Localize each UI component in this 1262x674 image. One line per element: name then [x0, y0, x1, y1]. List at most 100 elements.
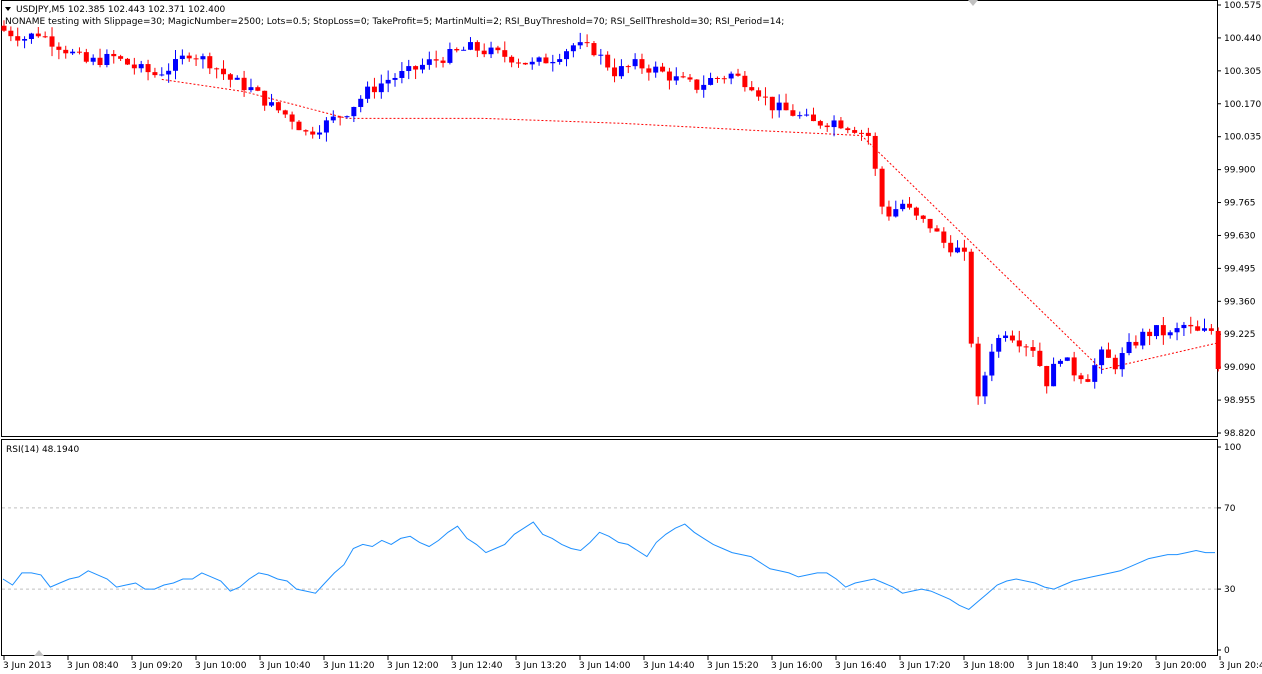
candle-body	[900, 203, 906, 210]
rsi-tick-label: 0	[1224, 646, 1230, 656]
price-tick-label: 99.630	[1224, 231, 1256, 241]
candle-body	[852, 130, 858, 133]
candle-body	[598, 54, 604, 56]
candle-body	[440, 60, 446, 63]
price-tick-label: 99.090	[1224, 363, 1256, 373]
candle-body	[200, 56, 206, 60]
candle-body	[447, 49, 453, 63]
scroll-marker-icon[interactable]	[34, 650, 44, 656]
candle-body	[269, 102, 275, 106]
time-tick-label: 3 Jun 09:20	[131, 661, 183, 671]
candle-body	[680, 76, 686, 78]
candle-body	[1105, 349, 1111, 358]
candle-body	[1202, 328, 1207, 331]
candle-body	[207, 56, 213, 69]
candle-body	[406, 66, 412, 72]
candle-body	[646, 68, 652, 73]
chart-shift-marker-icon[interactable]	[968, 0, 978, 6]
candle-body	[756, 90, 762, 97]
candle-body	[941, 231, 947, 243]
time-tick-label: 3 Jun 20:00	[1155, 661, 1207, 671]
time-tick-label: 3 Jun 2013	[3, 661, 51, 671]
candle-body	[104, 53, 110, 65]
candle-body	[15, 36, 21, 41]
candle-body	[488, 47, 494, 55]
candle-body	[769, 96, 775, 111]
candle-body	[701, 84, 707, 90]
candle-body	[639, 59, 645, 69]
candle-body	[989, 351, 995, 376]
candle-body	[399, 71, 405, 78]
candle-body	[241, 77, 247, 91]
candle-body	[1092, 365, 1098, 382]
candle-body	[214, 68, 220, 70]
time-axis: 3 Jun 2013 3 Jun 08:40 3 Jun 09:20 3 Jun 10…	[3, 656, 1262, 671]
candle-body	[467, 42, 473, 50]
time-tick-label: 3 Jun 16:40	[835, 661, 887, 671]
candle-body	[35, 33, 41, 37]
candle-body	[865, 132, 871, 136]
time-tick-label: 3 Jun 13:20	[515, 661, 567, 671]
candle-body	[83, 52, 89, 62]
candle-body	[591, 43, 597, 56]
candle-body	[564, 51, 570, 60]
candle-body	[1126, 341, 1132, 354]
candle-body	[810, 114, 816, 122]
candle-body	[1064, 357, 1070, 361]
candle-body	[303, 130, 309, 132]
candle-body	[1030, 347, 1036, 351]
candle-body	[138, 64, 144, 69]
candle-body	[1023, 346, 1029, 348]
time-tick-label: 3 Jun 15:20	[707, 661, 759, 671]
candle-body	[337, 116, 343, 118]
candle-body	[859, 132, 864, 134]
price-tick-label: 99.360	[1224, 297, 1256, 307]
candle-body	[221, 68, 227, 75]
price-tick-label: 100.035	[1224, 133, 1261, 143]
candle-body	[612, 67, 618, 77]
candle-body	[708, 77, 714, 85]
candle-body	[516, 62, 521, 64]
candle-body	[570, 45, 576, 52]
candle-body	[378, 83, 384, 93]
candle-body	[982, 375, 988, 397]
candle-body	[687, 77, 693, 80]
candle-body	[63, 49, 69, 54]
candle-body	[358, 98, 364, 107]
candle-body	[996, 338, 1002, 352]
candle-body	[179, 55, 185, 60]
candle-body	[838, 120, 844, 129]
candle-body	[776, 102, 782, 111]
candle-body	[413, 66, 419, 70]
candle-body	[22, 39, 28, 41]
candle-body	[1085, 379, 1091, 382]
candle-body	[461, 49, 467, 51]
candle-body	[1208, 328, 1214, 331]
candle-body	[118, 56, 124, 59]
candle-body	[817, 121, 823, 126]
price-tick-label: 99.765	[1224, 199, 1256, 209]
candle-body	[673, 76, 679, 81]
rsi-chart-frame	[1, 439, 1218, 656]
candle-body	[1195, 326, 1201, 331]
candle-body	[543, 57, 549, 64]
candle-body	[783, 102, 789, 111]
candle-body	[749, 87, 755, 91]
candle-body	[735, 73, 741, 76]
candle-body	[948, 242, 954, 253]
time-tick-label: 3 Jun 14:40	[643, 661, 695, 671]
candle-body	[886, 206, 892, 217]
candle-body	[76, 51, 82, 53]
symbol-menu-arrow-icon[interactable]	[5, 7, 11, 11]
price-tick-label: 99.225	[1224, 330, 1256, 340]
candle-body	[1140, 331, 1146, 346]
candle-body	[255, 87, 261, 91]
candle-body	[42, 36, 48, 38]
candle-body	[1167, 332, 1173, 336]
candle-body	[1016, 340, 1022, 347]
candle-body	[193, 58, 199, 60]
candle-body	[714, 77, 720, 79]
ea-params-label: NONAME testing with Slippage=30; MagicNu…	[5, 17, 784, 27]
candle-body	[1078, 375, 1084, 380]
